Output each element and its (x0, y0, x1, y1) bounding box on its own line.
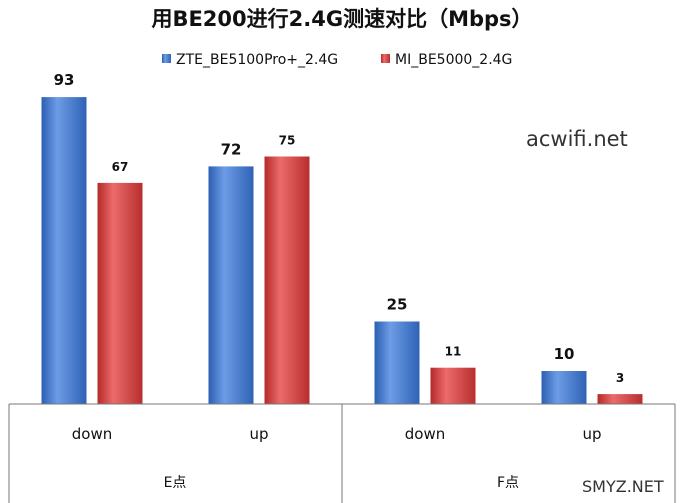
value-label-series-1-2: 72 (221, 140, 242, 158)
bar-series-1-1 (41, 97, 87, 404)
bar-series-1-2 (208, 166, 254, 404)
bars-layer (41, 97, 643, 404)
category-label-2: up (249, 425, 268, 443)
bar-series-1-4 (541, 371, 587, 404)
legend-label-series-1: ZTE_BE5100Pro+_2.4G (176, 52, 338, 68)
legend-swatch-series-2 (381, 54, 390, 63)
bar-series-2-2 (264, 156, 310, 404)
legend-label-series-2: MI_BE5000_2.4G (395, 52, 512, 68)
group-label-e: E点 (164, 475, 187, 491)
value-label-series-1-3: 25 (387, 296, 408, 314)
value-label-series-1-4: 10 (554, 345, 575, 363)
legend-swatch-series-1 (162, 54, 171, 63)
value-label-series-2-2: 75 (279, 134, 296, 148)
category-axis: down up down up E点 F点 (8, 403, 676, 503)
group-label-f: F点 (497, 475, 519, 491)
legend: ZTE_BE5100Pro+_2.4G MI_BE5000_2.4G (162, 52, 512, 68)
watermark-site: acwifi.net (526, 127, 628, 151)
value-label-series-2-3: 11 (445, 345, 462, 359)
watermark-corner: SMYZ.NET (582, 477, 664, 496)
category-label-4: up (582, 425, 601, 443)
value-label-series-2-1: 67 (112, 160, 129, 174)
chart-title: 用BE200进行2.4G测速对比（Mbps） (151, 7, 532, 31)
category-label-3: down (405, 425, 445, 443)
bar-series-1-3 (374, 321, 420, 404)
category-label-1: down (72, 425, 112, 443)
bar-series-2-1 (97, 182, 143, 404)
value-label-series-2-4: 3 (616, 371, 624, 385)
value-label-series-1-1: 93 (54, 71, 75, 89)
category-labels: down up down up (72, 425, 602, 443)
bar-series-2-3 (430, 367, 476, 404)
value-labels-layer: 93 72 25 10 67 75 11 3 (54, 71, 625, 385)
bar-series-2-4 (597, 394, 643, 404)
